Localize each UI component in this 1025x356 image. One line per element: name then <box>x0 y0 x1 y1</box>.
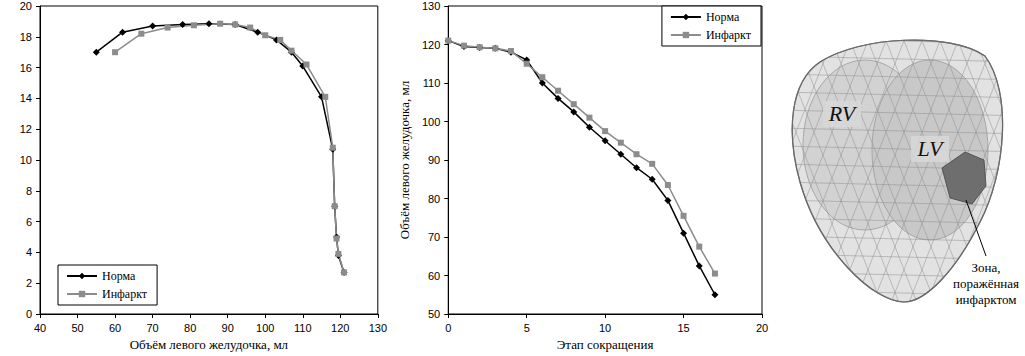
svg-text:Инфаркт: Инфаркт <box>706 28 752 42</box>
svg-text:RV: RV <box>828 101 858 126</box>
svg-text:Этап сокращения: Этап сокращения <box>557 337 654 352</box>
svg-text:Инфаркт: Инфаркт <box>102 287 148 301</box>
svg-text:15: 15 <box>677 322 689 334</box>
svg-text:130: 130 <box>422 0 440 12</box>
svg-text:16: 16 <box>20 62 32 74</box>
svg-text:20: 20 <box>756 322 768 334</box>
svg-text:90: 90 <box>222 322 234 334</box>
svg-text:Норма: Норма <box>102 269 136 283</box>
svg-text:Норма: Норма <box>706 10 740 24</box>
svg-text:120: 120 <box>422 39 440 51</box>
svg-text:Зона,: Зона, <box>972 260 1001 275</box>
svg-text:Объём левого желудочка, мл: Объём левого желудочка, мл <box>130 337 289 352</box>
svg-text:0: 0 <box>26 308 32 320</box>
svg-text:2: 2 <box>26 277 32 289</box>
svg-text:70: 70 <box>428 231 440 243</box>
svg-text:Объём левого желудочка, мл: Объём левого желудочка, мл <box>397 80 412 239</box>
svg-text:100: 100 <box>256 322 274 334</box>
svg-text:60: 60 <box>428 270 440 282</box>
svg-text:50: 50 <box>71 322 83 334</box>
svg-text:поражённая: поражённая <box>953 276 1019 291</box>
svg-text:14: 14 <box>20 92 32 104</box>
svg-text:120: 120 <box>331 322 349 334</box>
svg-text:130: 130 <box>369 322 387 334</box>
svg-text:10: 10 <box>20 154 32 166</box>
svg-text:12: 12 <box>20 123 32 135</box>
svg-text:8: 8 <box>26 185 32 197</box>
svg-text:4: 4 <box>26 246 32 258</box>
svg-text:110: 110 <box>294 322 312 334</box>
svg-text:20: 20 <box>20 0 32 12</box>
svg-text:40: 40 <box>34 322 46 334</box>
svg-text:18: 18 <box>20 31 32 43</box>
svg-text:5: 5 <box>524 322 530 334</box>
svg-text:60: 60 <box>109 322 121 334</box>
svg-text:80: 80 <box>184 322 196 334</box>
svg-text:70: 70 <box>146 322 158 334</box>
svg-text:80: 80 <box>428 193 440 205</box>
svg-text:90: 90 <box>428 154 440 166</box>
svg-text:10: 10 <box>599 322 611 334</box>
svg-text:0: 0 <box>445 322 451 334</box>
svg-text:6: 6 <box>26 216 32 228</box>
svg-text:50: 50 <box>428 308 440 320</box>
svg-text:инфарктом: инфарктом <box>956 292 1017 307</box>
svg-text:110: 110 <box>423 77 441 89</box>
svg-text:100: 100 <box>422 116 440 128</box>
svg-text:LV: LV <box>917 136 945 161</box>
